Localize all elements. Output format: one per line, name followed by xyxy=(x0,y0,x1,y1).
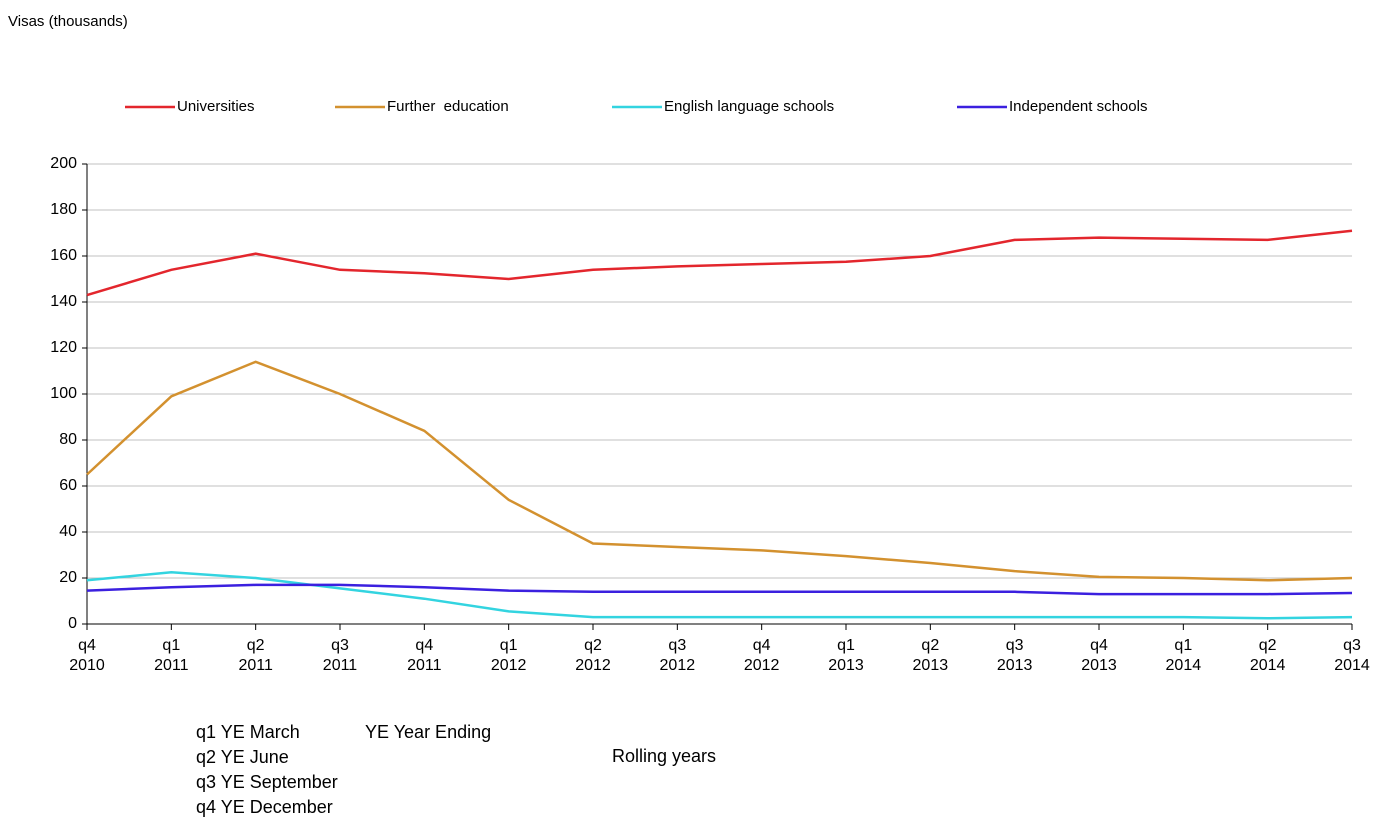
x-tick-label: q2 xyxy=(1259,637,1277,654)
y-tick-label: 60 xyxy=(59,477,77,494)
x-tick-label: 2013 xyxy=(997,657,1033,674)
y-tick-label: 120 xyxy=(50,339,77,356)
x-tick-label: 2011 xyxy=(238,657,273,674)
y-tick-label: 140 xyxy=(50,293,77,310)
series-line xyxy=(86,229,1353,297)
x-tick-label: 2011 xyxy=(323,657,358,674)
y-axis-title: Visas (thousands) xyxy=(8,13,128,30)
x-tick-label: q1 xyxy=(500,637,518,654)
x-tick-label: 2012 xyxy=(660,657,696,674)
x-tick-label: q2 xyxy=(921,637,939,654)
x-tick-label: q4 xyxy=(415,637,433,654)
series-line xyxy=(86,570,1353,620)
y-tick-label: 20 xyxy=(59,569,77,586)
y-tick-label: 200 xyxy=(50,155,77,172)
x-tick-label: q2 xyxy=(584,637,602,654)
abbreviation-note: YE Year Ending xyxy=(365,722,491,742)
x-tick-label: 2010 xyxy=(69,657,105,674)
x-tick-label: q1 xyxy=(1174,637,1192,654)
note: q3 YE September xyxy=(196,772,338,792)
x-axis-title: Rolling years xyxy=(612,746,716,766)
x-tick-label: q4 xyxy=(78,637,96,654)
x-tick-label: 2012 xyxy=(575,657,611,674)
x-tick-label: q1 xyxy=(162,637,180,654)
x-tick-label: 2013 xyxy=(828,657,864,674)
x-tick-label: 2013 xyxy=(1081,657,1117,674)
y-tick-label: 100 xyxy=(50,385,77,402)
legend-label: Further education xyxy=(387,98,509,115)
series-line xyxy=(86,360,1353,582)
series-line xyxy=(86,583,1353,596)
x-tick-label: q3 xyxy=(1006,637,1024,654)
x-tick-label: 2013 xyxy=(913,657,949,674)
x-tick-label: q3 xyxy=(1343,637,1361,654)
y-tick-label: 180 xyxy=(50,201,77,218)
x-tick-label: q1 xyxy=(837,637,855,654)
note: q1 YE March xyxy=(196,722,300,742)
x-tick-label: 2014 xyxy=(1166,657,1202,674)
y-tick-label: 160 xyxy=(50,247,77,264)
x-tick-label: 2011 xyxy=(154,657,189,674)
x-tick-label: 2014 xyxy=(1250,657,1286,674)
legend-label: Universities xyxy=(177,98,255,115)
x-tick-label: q3 xyxy=(668,637,686,654)
x-tick-label: 2012 xyxy=(744,657,780,674)
note: q4 YE December xyxy=(196,797,333,817)
legend-label: Independent schools xyxy=(1009,98,1147,115)
y-tick-label: 40 xyxy=(59,523,77,540)
y-tick-label: 80 xyxy=(59,431,77,448)
x-tick-label: q4 xyxy=(753,637,771,654)
legend-label: English language schools xyxy=(664,98,834,115)
x-tick-label: q3 xyxy=(331,637,349,654)
x-tick-label: q4 xyxy=(1090,637,1108,654)
x-tick-label: 2012 xyxy=(491,657,527,674)
note: q2 YE June xyxy=(196,747,289,767)
y-tick-label: 0 xyxy=(68,615,77,632)
x-tick-label: 2014 xyxy=(1334,657,1370,674)
x-tick-label: 2011 xyxy=(407,657,442,674)
x-tick-label: q2 xyxy=(247,637,265,654)
